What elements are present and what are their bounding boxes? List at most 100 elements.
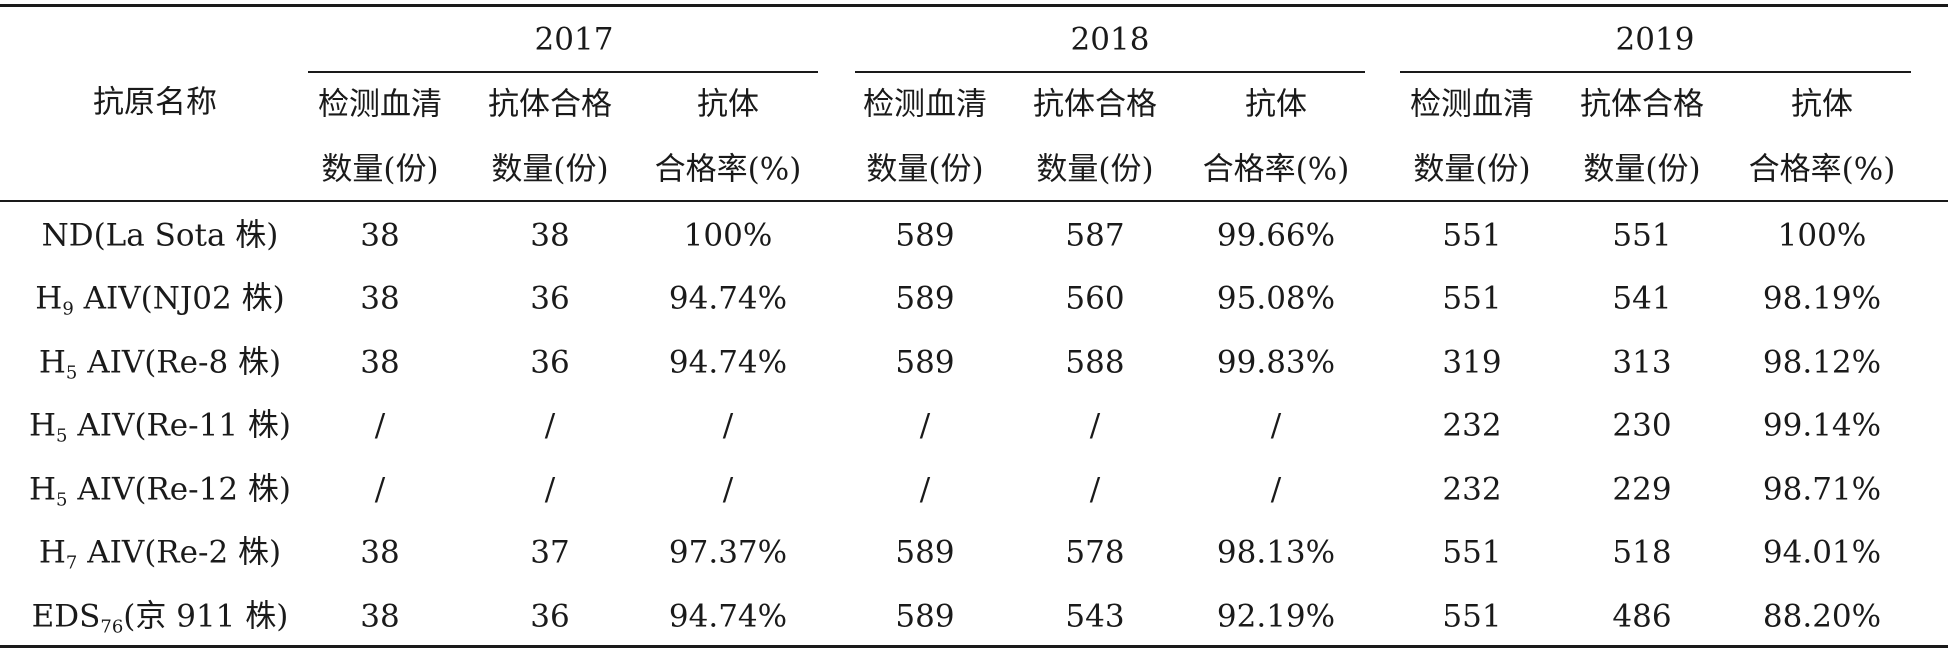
- table-cell: 578: [1065, 534, 1125, 571]
- top-rule: [0, 4, 1948, 7]
- year-2018-underline: [855, 71, 1365, 73]
- table-cell: 587: [1065, 217, 1125, 254]
- antigen-name: EDS76(京 911 株): [31, 598, 289, 636]
- subheader-2019-3-line1: 抗体: [1791, 86, 1853, 123]
- antigen-name-suffix: AIV(Re-2 株): [77, 534, 282, 571]
- table-cell: /: [1089, 471, 1101, 508]
- table-cell: /: [919, 471, 931, 508]
- table-cell: 94.74%: [668, 344, 788, 381]
- table-cell: 99.14%: [1762, 407, 1882, 444]
- table-cell: 94.74%: [668, 280, 788, 317]
- table-cell: 588: [1065, 344, 1125, 381]
- subheader-2017-2-line1: 抗体合格: [488, 86, 612, 123]
- subheader-2019-1-line2: 数量(份): [1413, 151, 1531, 188]
- antigen-name-subscript: 5: [65, 362, 78, 384]
- table-cell: 99.83%: [1216, 344, 1336, 381]
- table-cell: 551: [1442, 598, 1502, 635]
- subheader-2018-3-line1: 抗体: [1245, 86, 1307, 123]
- table-cell: 88.20%: [1762, 598, 1882, 635]
- antigen-name-suffix: AIV(Re-12 株): [67, 471, 292, 508]
- table-cell: 98.71%: [1762, 471, 1882, 508]
- table-cell: 551: [1442, 217, 1502, 254]
- table-cell: 92.19%: [1216, 598, 1336, 635]
- subheader-2018-2-line2: 数量(份): [1036, 151, 1154, 188]
- table-cell: 38: [360, 344, 400, 381]
- antigen-name: H7 AIV(Re-2 株): [38, 534, 282, 572]
- table-cell: 589: [895, 217, 955, 254]
- subheader-2019-3-line2: 合格率(%): [1748, 151, 1896, 188]
- table-cell: /: [1270, 471, 1282, 508]
- table-cell: 589: [895, 534, 955, 571]
- table-cell: 589: [895, 280, 955, 317]
- table-cell: 229: [1612, 471, 1672, 508]
- table-cell: 38: [360, 280, 400, 317]
- table-cell: 38: [360, 217, 400, 254]
- table-cell: /: [722, 471, 734, 508]
- antigen-name-suffix: AIV(Re-8 株): [77, 344, 282, 381]
- table-cell: 100%: [683, 217, 773, 254]
- table-cell: /: [722, 407, 734, 444]
- table-cell: /: [374, 407, 386, 444]
- table-cell: 232: [1442, 471, 1502, 508]
- antigen-name-subscript: 5: [56, 425, 68, 447]
- antigen-name: H5 AIV(Re-12 株): [29, 471, 292, 509]
- table-cell: 38: [360, 534, 400, 571]
- table-cell: 230: [1612, 407, 1672, 444]
- antigen-name-suffix: AIV(Re-11 株): [67, 407, 292, 444]
- subheader-2017-3-line2: 合格率(%): [654, 151, 802, 188]
- antigen-name: H5 AIV(Re-8 株): [39, 344, 282, 382]
- year-2017-underline: [308, 71, 818, 73]
- subheader-2019-1-line1: 检测血清: [1410, 86, 1534, 123]
- table-cell: 100%: [1777, 217, 1867, 254]
- table-cell: 541: [1612, 280, 1672, 317]
- table-cell: 37: [530, 534, 570, 571]
- antigen-name-suffix: AIV(NJ02 株): [73, 280, 285, 317]
- antigen-name-suffix: (京 911 株): [123, 598, 289, 635]
- table-cell: 99.66%: [1216, 217, 1336, 254]
- table-cell: /: [919, 407, 931, 444]
- antigen-name-main: H: [38, 534, 66, 571]
- table-cell: /: [374, 471, 386, 508]
- table-cell: 551: [1442, 280, 1502, 317]
- table-cell: 313: [1612, 344, 1672, 381]
- subheader-2018-1-line1: 检测血清: [863, 86, 987, 123]
- table-cell: 98.19%: [1762, 280, 1882, 317]
- table-cell: 94.74%: [668, 598, 788, 635]
- antigen-name-subscript: 76: [100, 616, 124, 638]
- table-cell: 486: [1612, 598, 1672, 635]
- table-cell: 232: [1442, 407, 1502, 444]
- table-cell: 97.37%: [668, 534, 788, 571]
- subheader-2017-1-line2: 数量(份): [321, 151, 439, 188]
- subheader-2019-2-line2: 数量(份): [1583, 151, 1701, 188]
- subheader-2017-2-line2: 数量(份): [491, 151, 609, 188]
- table-cell: 36: [530, 344, 570, 381]
- table-cell: 543: [1065, 598, 1125, 635]
- subheader-2018-1-line2: 数量(份): [866, 151, 984, 188]
- antigen-name: ND(La Sota 株): [42, 220, 279, 252]
- antigen-name-subscript: 5: [56, 489, 68, 511]
- table-cell: 95.08%: [1216, 280, 1336, 317]
- table-cell: /: [1089, 407, 1101, 444]
- table-cell: 98.12%: [1762, 344, 1882, 381]
- table-cell: 589: [895, 598, 955, 635]
- subheader-2018-3-line2: 合格率(%): [1202, 151, 1350, 188]
- subheader-2019-2-line1: 抗体合格: [1580, 86, 1704, 123]
- year-2019-underline: [1400, 71, 1911, 73]
- antigen-name-main: EDS: [31, 598, 101, 635]
- table-cell: /: [1270, 407, 1282, 444]
- table-cell: 38: [360, 598, 400, 635]
- table-cell: 518: [1612, 534, 1672, 571]
- subheader-2017-3-line1: 抗体: [697, 86, 759, 123]
- table-cell: 94.01%: [1762, 534, 1882, 571]
- antigen-name: H9 AIV(NJ02 株): [35, 280, 285, 318]
- table-cell: /: [544, 407, 556, 444]
- subheader-2018-2-line1: 抗体合格: [1033, 86, 1157, 123]
- table-cell: 38: [530, 217, 570, 254]
- antigen-name: H5 AIV(Re-11 株): [29, 407, 292, 445]
- table-cell: 319: [1442, 344, 1502, 381]
- antigen-name-subscript: 9: [62, 298, 74, 320]
- table-cell: 560: [1065, 280, 1125, 317]
- antigen-name-main: H: [35, 280, 63, 317]
- header-rule: [0, 200, 1948, 202]
- bottom-rule: [0, 645, 1948, 648]
